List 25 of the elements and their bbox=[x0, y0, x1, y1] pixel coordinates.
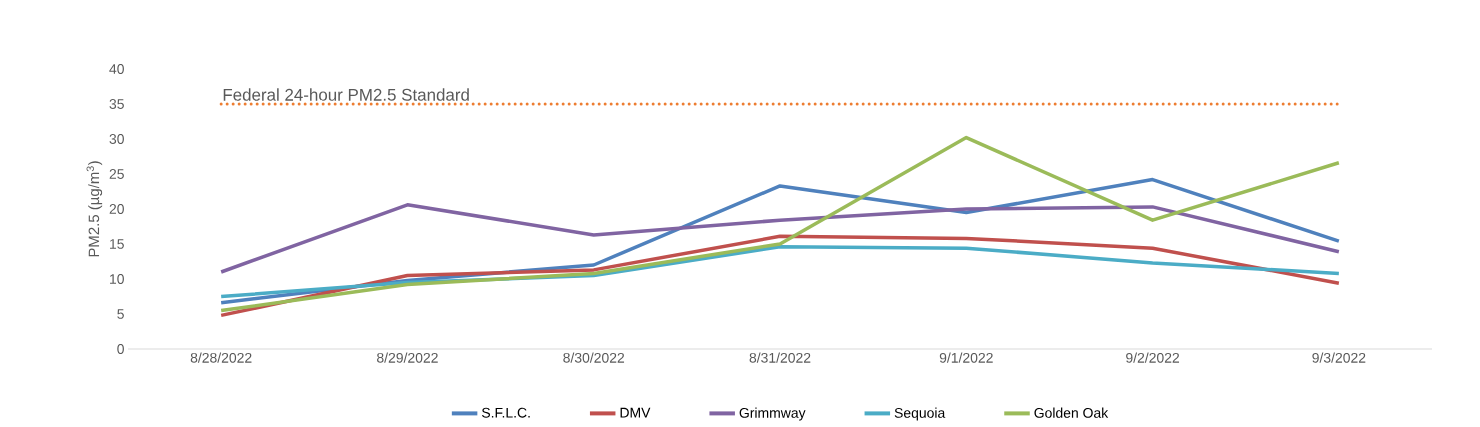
x-tick-label: 9/1/2022 bbox=[939, 352, 993, 363]
legend-label: S.F.L.C. bbox=[481, 407, 530, 418]
y-tick-label: 30 bbox=[109, 134, 124, 144]
y-tick-label: 40 bbox=[109, 64, 124, 74]
legend-label: DMV bbox=[620, 407, 651, 418]
x-tick-label: 8/30/2022 bbox=[563, 352, 625, 363]
line-series bbox=[219, 203, 1341, 274]
y-tick-label: 15 bbox=[110, 239, 124, 249]
x-tick-label: 8/28/2022 bbox=[190, 352, 252, 363]
y-tick-label: 5 bbox=[117, 309, 124, 319]
y-tick-label: 25 bbox=[109, 169, 124, 179]
ref-line-label: Federal 24-hour PM2.5 Standard bbox=[223, 88, 469, 101]
legend-label: Golden Oak bbox=[1034, 407, 1109, 418]
legend-label: Grimmway bbox=[739, 407, 806, 421]
y-tick-label: 0 bbox=[117, 344, 124, 354]
x-tick-label: 8/31/2022 bbox=[749, 352, 811, 363]
y-tick-label: 10 bbox=[110, 274, 124, 284]
y-tick-label: 35 bbox=[109, 99, 124, 109]
line-series bbox=[219, 135, 1341, 313]
x-tick-label: 9/3/2022 bbox=[1312, 352, 1366, 363]
x-tick-label: 9/2/2022 bbox=[1126, 352, 1180, 363]
legend-label: Sequoia bbox=[894, 407, 946, 421]
x-tick-label: 8/29/2022 bbox=[377, 352, 438, 363]
y-tick-label: 20 bbox=[109, 204, 124, 214]
y-axis-title: PM2.5 (µg/m$^{3}$) bbox=[86, 161, 103, 257]
